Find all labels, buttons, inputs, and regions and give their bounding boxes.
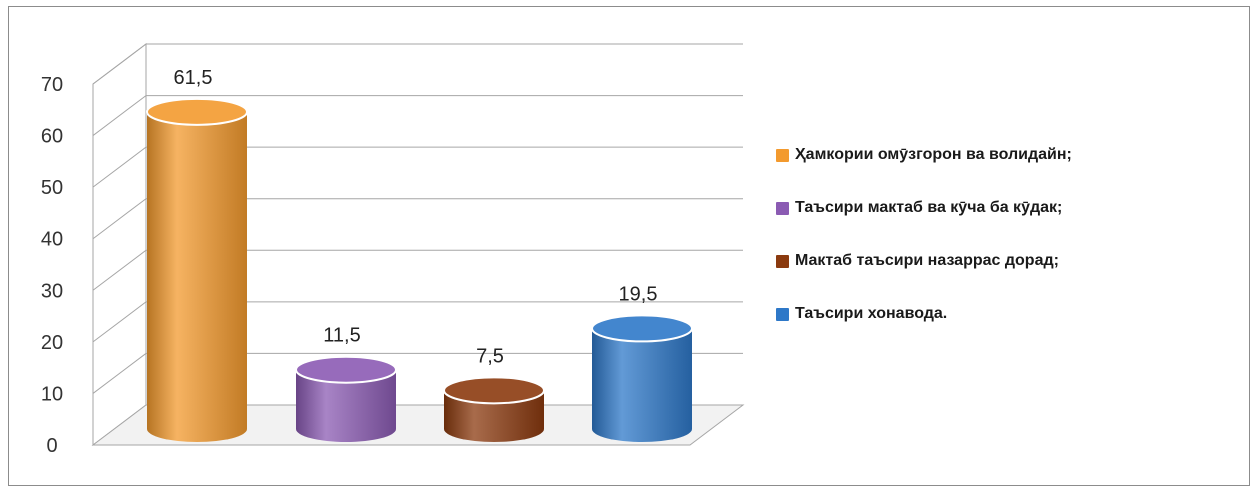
bar	[295, 355, 397, 442]
legend-label: Таъсири хонавода.	[795, 305, 948, 322]
data-label: 61,5	[174, 67, 213, 89]
legend-label: Ҳамкории омӯзгорон ва волидайн;	[795, 146, 1072, 163]
legend-label: Мактаб таъсири назаррас дорад;	[795, 252, 1059, 269]
bar-body	[444, 390, 544, 442]
legend-swatch-brown	[776, 254, 789, 268]
back-wall	[146, 44, 743, 405]
gridline	[92, 249, 743, 291]
bar-top	[443, 376, 545, 405]
y-tick-label: 70	[41, 74, 63, 96]
y-tick-label: 60	[41, 126, 63, 148]
bar-top	[591, 314, 693, 343]
legend-swatch-orange	[776, 148, 789, 162]
gridline	[92, 301, 743, 343]
y-tick-label: 40	[41, 229, 63, 251]
y-tick-label: 0	[46, 435, 57, 457]
bar-body	[147, 111, 247, 442]
floor	[91, 404, 745, 446]
gridline	[92, 43, 743, 85]
legend-swatch-blue	[776, 307, 789, 321]
bar	[146, 97, 248, 442]
gridline	[92, 146, 743, 188]
side-wall	[92, 42, 147, 447]
legend: Ҳамкории омӯзгорон ва волидайн; Таъсири …	[776, 146, 1072, 358]
legend-swatch-purple	[776, 201, 789, 215]
bar-body	[592, 328, 692, 442]
legend-item: Ҳамкории омӯзгорон ва волидайн;	[776, 146, 1072, 164]
y-tick-label: 20	[41, 332, 63, 354]
legend-item: Таъсири мактаб ва кӯча ба кӯдак;	[776, 199, 1072, 217]
bar	[591, 314, 693, 442]
y-tick-label: 10	[41, 383, 63, 405]
legend-item: Таъсири хонавода.	[776, 305, 1072, 323]
data-label: 19,5	[619, 283, 658, 305]
bar	[443, 376, 545, 442]
bar-top	[295, 355, 397, 384]
legend-label: Таъсири мактаб ва кӯча ба кӯдак;	[795, 199, 1063, 216]
legend-item: Мактаб таъсири назаррас дорад;	[776, 252, 1072, 270]
data-label: 7,5	[476, 345, 504, 367]
gridline	[92, 198, 743, 240]
gridline	[92, 352, 743, 394]
gridline	[92, 95, 743, 136]
y-tick-label: 30	[41, 280, 63, 302]
y-tick-label: 50	[41, 177, 63, 199]
data-label: 11,5	[323, 325, 360, 347]
bar-body	[296, 369, 396, 442]
bar-top	[146, 97, 248, 126]
